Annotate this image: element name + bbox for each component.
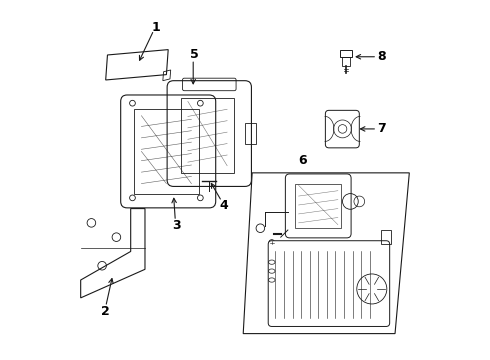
FancyBboxPatch shape <box>268 241 390 327</box>
Text: 3: 3 <box>172 219 181 232</box>
Text: 7: 7 <box>377 122 386 135</box>
Text: 8: 8 <box>377 50 386 63</box>
Text: 1: 1 <box>152 21 161 34</box>
Text: 4: 4 <box>219 199 228 212</box>
FancyBboxPatch shape <box>285 174 351 238</box>
Polygon shape <box>243 173 409 334</box>
Text: 2: 2 <box>100 305 109 318</box>
Text: 5: 5 <box>190 49 198 62</box>
Text: 6: 6 <box>298 154 307 167</box>
